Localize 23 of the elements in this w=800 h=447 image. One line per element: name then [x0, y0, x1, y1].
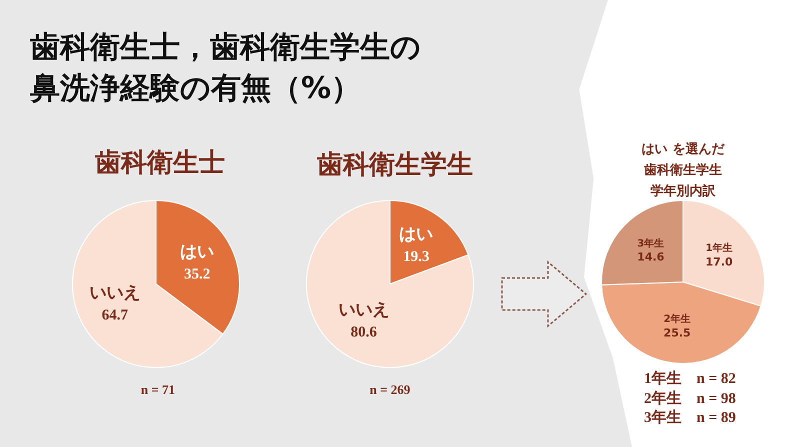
- chart-title: 歯科衛生学生: [316, 149, 474, 182]
- chart-title: 歯科衛生士，歯科衛生学生の鼻洗浄経験の有無（%）: [30, 29, 422, 108]
- slice-label: 3年生: [637, 237, 664, 250]
- text: 2年生 n = 98: [643, 390, 737, 408]
- data-label: 64.7: [102, 307, 129, 324]
- slice-label: 2年生: [664, 313, 691, 326]
- data-label: 19.3: [403, 249, 430, 266]
- slice-label: いいえ: [338, 300, 390, 320]
- slice-label: はい: [399, 224, 434, 245]
- slice-label: 1年生: [706, 242, 733, 254]
- chart-title: はい を選んだ歯科衛生学生学年別内訳: [640, 141, 726, 201]
- text: n = 71: [140, 382, 176, 399]
- data-label: 35.2: [184, 266, 210, 282]
- data-label: 14.6: [637, 250, 665, 264]
- data-label: 80.6: [350, 324, 378, 341]
- data-label: 17.0: [706, 255, 733, 268]
- slice-label: はい: [180, 242, 214, 262]
- text: 1年生 n = 82: [643, 370, 737, 389]
- text: n = 269: [368, 382, 412, 399]
- slice-label: いいえ: [89, 282, 140, 303]
- chart-subtitle: 歯科衛生士: [94, 147, 226, 180]
- data-label: 25.5: [664, 326, 691, 340]
- text: 3年生 n = 89: [643, 409, 737, 428]
